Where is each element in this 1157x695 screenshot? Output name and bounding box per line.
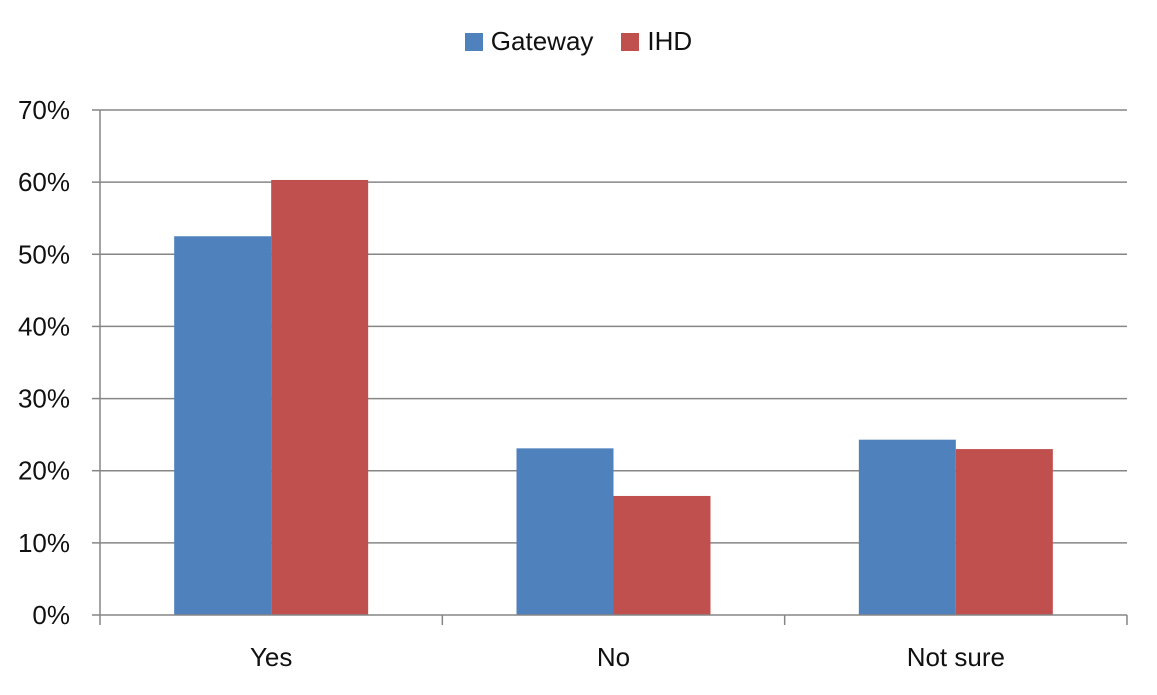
x-tick-label: No	[597, 642, 630, 672]
bar-gateway-yes	[174, 236, 272, 615]
legend-swatch-gateway	[464, 32, 483, 51]
bar-gateway-no	[516, 448, 614, 615]
bar-gateway-not-sure	[858, 439, 956, 615]
y-tick-label: 0%	[32, 600, 70, 630]
legend-item-gateway: Gateway	[464, 26, 594, 57]
legend-item-ihd: IHD	[621, 26, 692, 57]
legend-label-gateway: Gateway	[490, 26, 594, 56]
y-tick-label: 30%	[18, 384, 70, 414]
bar-ihd-yes	[271, 179, 369, 615]
y-tick-label: 70%	[18, 95, 70, 125]
legend: Gateway IHD	[0, 26, 1157, 57]
y-tick-label: 10%	[18, 528, 70, 558]
bar-ihd-no	[613, 495, 711, 615]
y-tick-label: 20%	[18, 456, 70, 486]
x-tick-label: Not sure	[907, 642, 1005, 672]
legend-label-ihd: IHD	[647, 26, 693, 56]
y-tick-label: 60%	[18, 167, 70, 197]
legend-swatch-ihd	[621, 32, 640, 51]
y-tick-label: 50%	[18, 239, 70, 269]
x-tick-label: Yes	[250, 642, 292, 672]
y-tick-label: 40%	[18, 311, 70, 341]
bar-ihd-not-sure	[955, 449, 1053, 615]
